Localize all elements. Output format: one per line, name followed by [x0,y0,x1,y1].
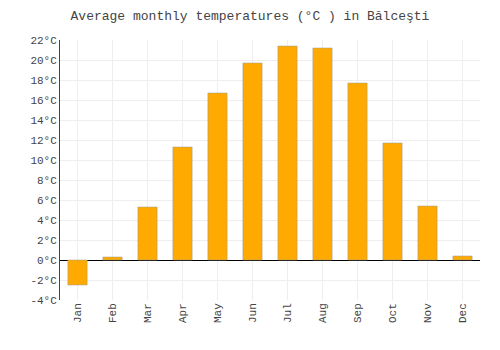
svg-text:12°C: 12°C [30,135,57,147]
svg-text:20°C: 20°C [30,55,57,67]
svg-text:Jul: Jul [282,303,294,323]
svg-text:2°C: 2°C [37,235,57,247]
svg-text:Jan: Jan [72,303,84,323]
svg-text:Sep: Sep [352,303,364,323]
svg-text:8°C: 8°C [37,175,57,187]
svg-text:May: May [212,303,224,323]
svg-text:Apr: Apr [177,303,189,323]
svg-text:14°C: 14°C [30,115,57,127]
svg-text:Nov: Nov [422,303,434,323]
svg-text:22°C: 22°C [30,35,57,47]
svg-text:4°C: 4°C [37,215,57,227]
svg-text:Aug: Aug [317,303,329,323]
svg-text:6°C: 6°C [37,195,57,207]
svg-text:Average monthly temperatures (: Average monthly temperatures (°C ) in Bă… [71,9,430,24]
svg-text:Dec: Dec [457,303,469,323]
svg-text:10°C: 10°C [30,155,57,167]
svg-text:16°C: 16°C [30,95,57,107]
svg-text:Mar: Mar [142,303,154,323]
svg-text:18°C: 18°C [30,75,57,87]
svg-text:Jun: Jun [247,303,259,323]
svg-text:Oct: Oct [387,303,399,323]
svg-text:-2°C: -2°C [30,275,57,287]
svg-text:Feb: Feb [107,303,119,323]
svg-text:0°C: 0°C [37,255,57,267]
svg-text:-4°C: -4°C [30,295,57,307]
